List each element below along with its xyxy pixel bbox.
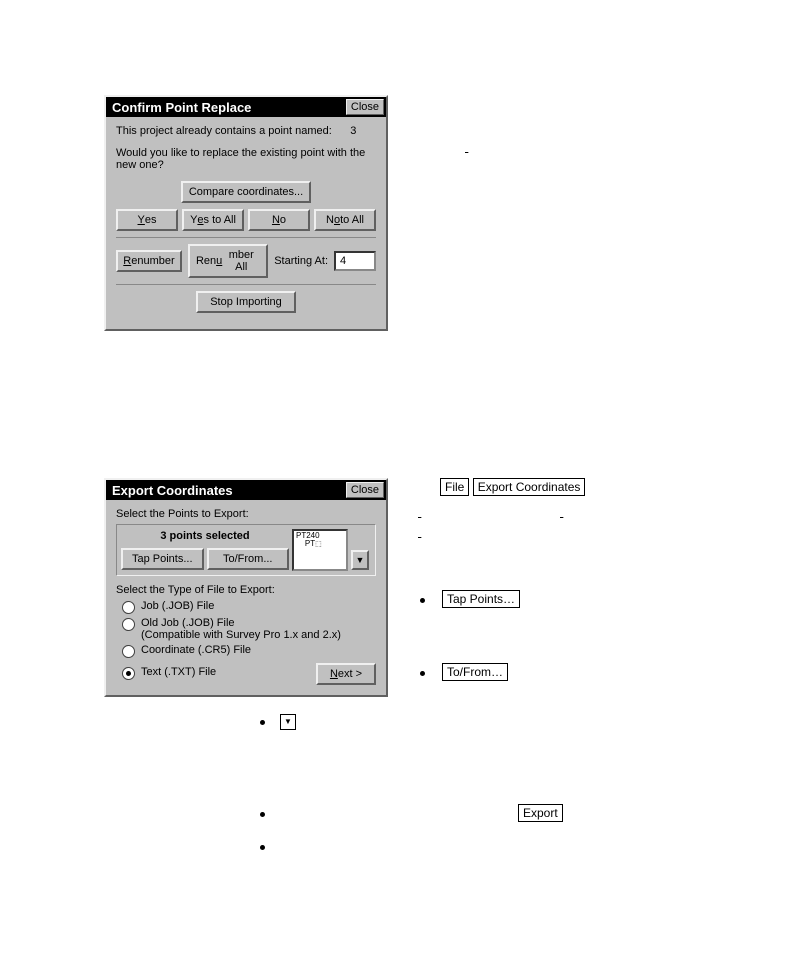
doc-tofrom-row: To/From… <box>442 663 508 681</box>
radio-txt[interactable] <box>122 667 135 680</box>
confirm-yesno-row: Yes Yes to All No No to All <box>116 209 376 231</box>
chevron-down-icon: ▼ <box>351 550 369 570</box>
stop-importing-button[interactable]: Stop Importing <box>196 291 296 313</box>
export-titlebar: Export Coordinates Close <box>106 480 386 500</box>
radio-oldjob-label: Old Job (.JOB) File (Compatible with Sur… <box>141 617 341 641</box>
point-dropdown[interactable]: ▼ <box>351 530 369 570</box>
confirm-msg-line1: This project already contains a point na… <box>116 125 376 137</box>
tap-points-button[interactable]: Tap Points... <box>121 548 204 570</box>
doc-export-row: Export <box>518 804 563 822</box>
radio-job-label: Job (.JOB) File <box>141 600 214 612</box>
doc-export-box: Export <box>518 804 563 822</box>
export-body: Select the Points to Export: 3 points se… <box>106 500 386 695</box>
export-coordinates-dialog: Export Coordinates Close Select the Poin… <box>104 478 388 697</box>
point-list-box[interactable]: PT240 PT⬚ <box>292 529 348 571</box>
yes-to-all-button[interactable]: Yes to All <box>182 209 244 231</box>
confirm-title: Confirm Point Replace <box>112 100 251 115</box>
confirm-msg2: Would you like to replace the existing p… <box>116 147 376 171</box>
doc-tap-points-box: Tap Points… <box>442 590 520 608</box>
radio-job[interactable] <box>122 601 135 614</box>
doc-file-export-row: File Export Coordinates <box>440 478 585 496</box>
yes-button[interactable]: Yes <box>116 209 178 231</box>
radio-cr5-label: Coordinate (.CR5) File <box>141 644 251 656</box>
doc-underline-1 <box>465 140 605 154</box>
doc-file-box: File <box>440 478 469 496</box>
point-selection-group: 3 points selected Tap Points... To/From.… <box>116 524 376 576</box>
to-from-button[interactable]: To/From... <box>207 548 290 570</box>
starting-at-input[interactable] <box>334 251 376 271</box>
bullet-icon-5 <box>260 845 265 850</box>
export-close-button[interactable]: Close <box>346 482 384 498</box>
confirm-msg1-point: 3 <box>350 125 356 137</box>
confirm-point-replace-dialog: Confirm Point Replace Close This project… <box>104 95 388 331</box>
renumber-button[interactable]: Renumber <box>116 250 182 272</box>
doc-underline-3 <box>560 505 610 519</box>
bullet-icon-4 <box>260 812 265 817</box>
no-button[interactable]: No <box>248 209 310 231</box>
doc-dropdown-row: ▼ <box>280 713 296 730</box>
confirm-msg1-prefix: This project already contains a point na… <box>116 125 332 137</box>
next-button[interactable]: Next > <box>316 663 376 685</box>
bullet-icon-3 <box>260 720 265 725</box>
points-selected-count: 3 points selected <box>121 530 289 542</box>
bullet-icon-2 <box>420 671 425 676</box>
confirm-close-button[interactable]: Close <box>346 99 384 115</box>
radio-oldjob-line1: Old Job (.JOB) File <box>141 617 235 629</box>
doc-tofrom-box: To/From… <box>442 663 508 681</box>
radio-cr5-row[interactable]: Coordinate (.CR5) File <box>122 644 376 658</box>
radio-job-row[interactable]: Job (.JOB) File <box>122 600 376 614</box>
no-to-all-button[interactable]: No to All <box>314 209 376 231</box>
compare-coordinates-button[interactable]: Compare coordinates... <box>181 181 311 203</box>
radio-oldjob-line2: (Compatible with Survey Pro 1.x and 2.x) <box>141 629 341 641</box>
file-type-label: Select the Type of File to Export: <box>116 584 376 596</box>
confirm-body: This project already contains a point na… <box>106 117 386 329</box>
doc-underline-4 <box>418 525 488 539</box>
doc-export-coords-box: Export Coordinates <box>473 478 586 496</box>
radio-oldjob[interactable] <box>122 618 135 631</box>
renumber-all-button[interactable]: Renumber All <box>188 244 268 278</box>
doc-underline-2 <box>418 505 508 519</box>
starting-at-label: Starting At: <box>274 255 328 267</box>
dropdown-icon: ▼ <box>280 714 296 730</box>
confirm-renumber-row: Renumber Renumber All Starting At: <box>116 237 376 285</box>
radio-cr5[interactable] <box>122 645 135 658</box>
doc-tap-points-row: Tap Points… <box>442 590 520 608</box>
radio-txt-row[interactable]: Text (.TXT) File <box>122 666 316 680</box>
select-points-label: Select the Points to Export: <box>116 508 376 520</box>
bullet-icon-1 <box>420 598 425 603</box>
radio-txt-label: Text (.TXT) File <box>141 666 216 678</box>
confirm-titlebar: Confirm Point Replace Close <box>106 97 386 117</box>
radio-oldjob-row[interactable]: Old Job (.JOB) File (Compatible with Sur… <box>122 617 376 641</box>
export-title: Export Coordinates <box>112 483 233 498</box>
